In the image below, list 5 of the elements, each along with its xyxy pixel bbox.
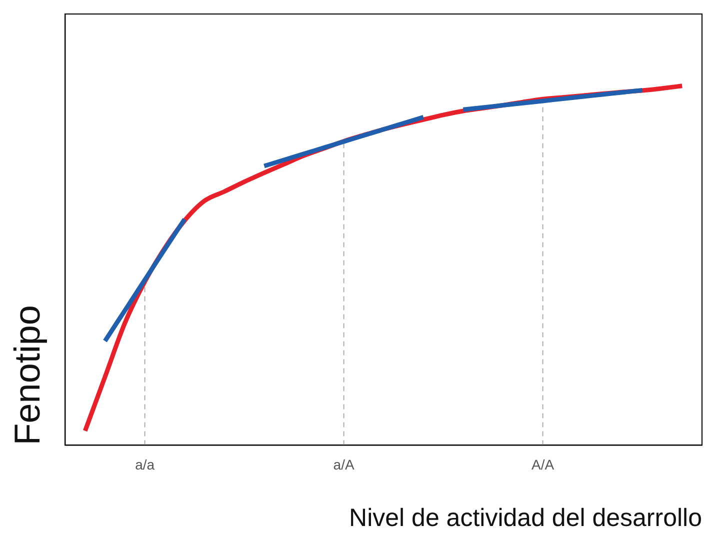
y-axis-title: Fenotipo	[6, 305, 48, 446]
x-tick-label: A/A	[532, 456, 555, 472]
x-tick-label: a/a	[135, 456, 155, 472]
x-axis-title: Nivel de actividad del desarrollo	[349, 504, 702, 532]
x-tick-label: a/A	[333, 456, 355, 472]
